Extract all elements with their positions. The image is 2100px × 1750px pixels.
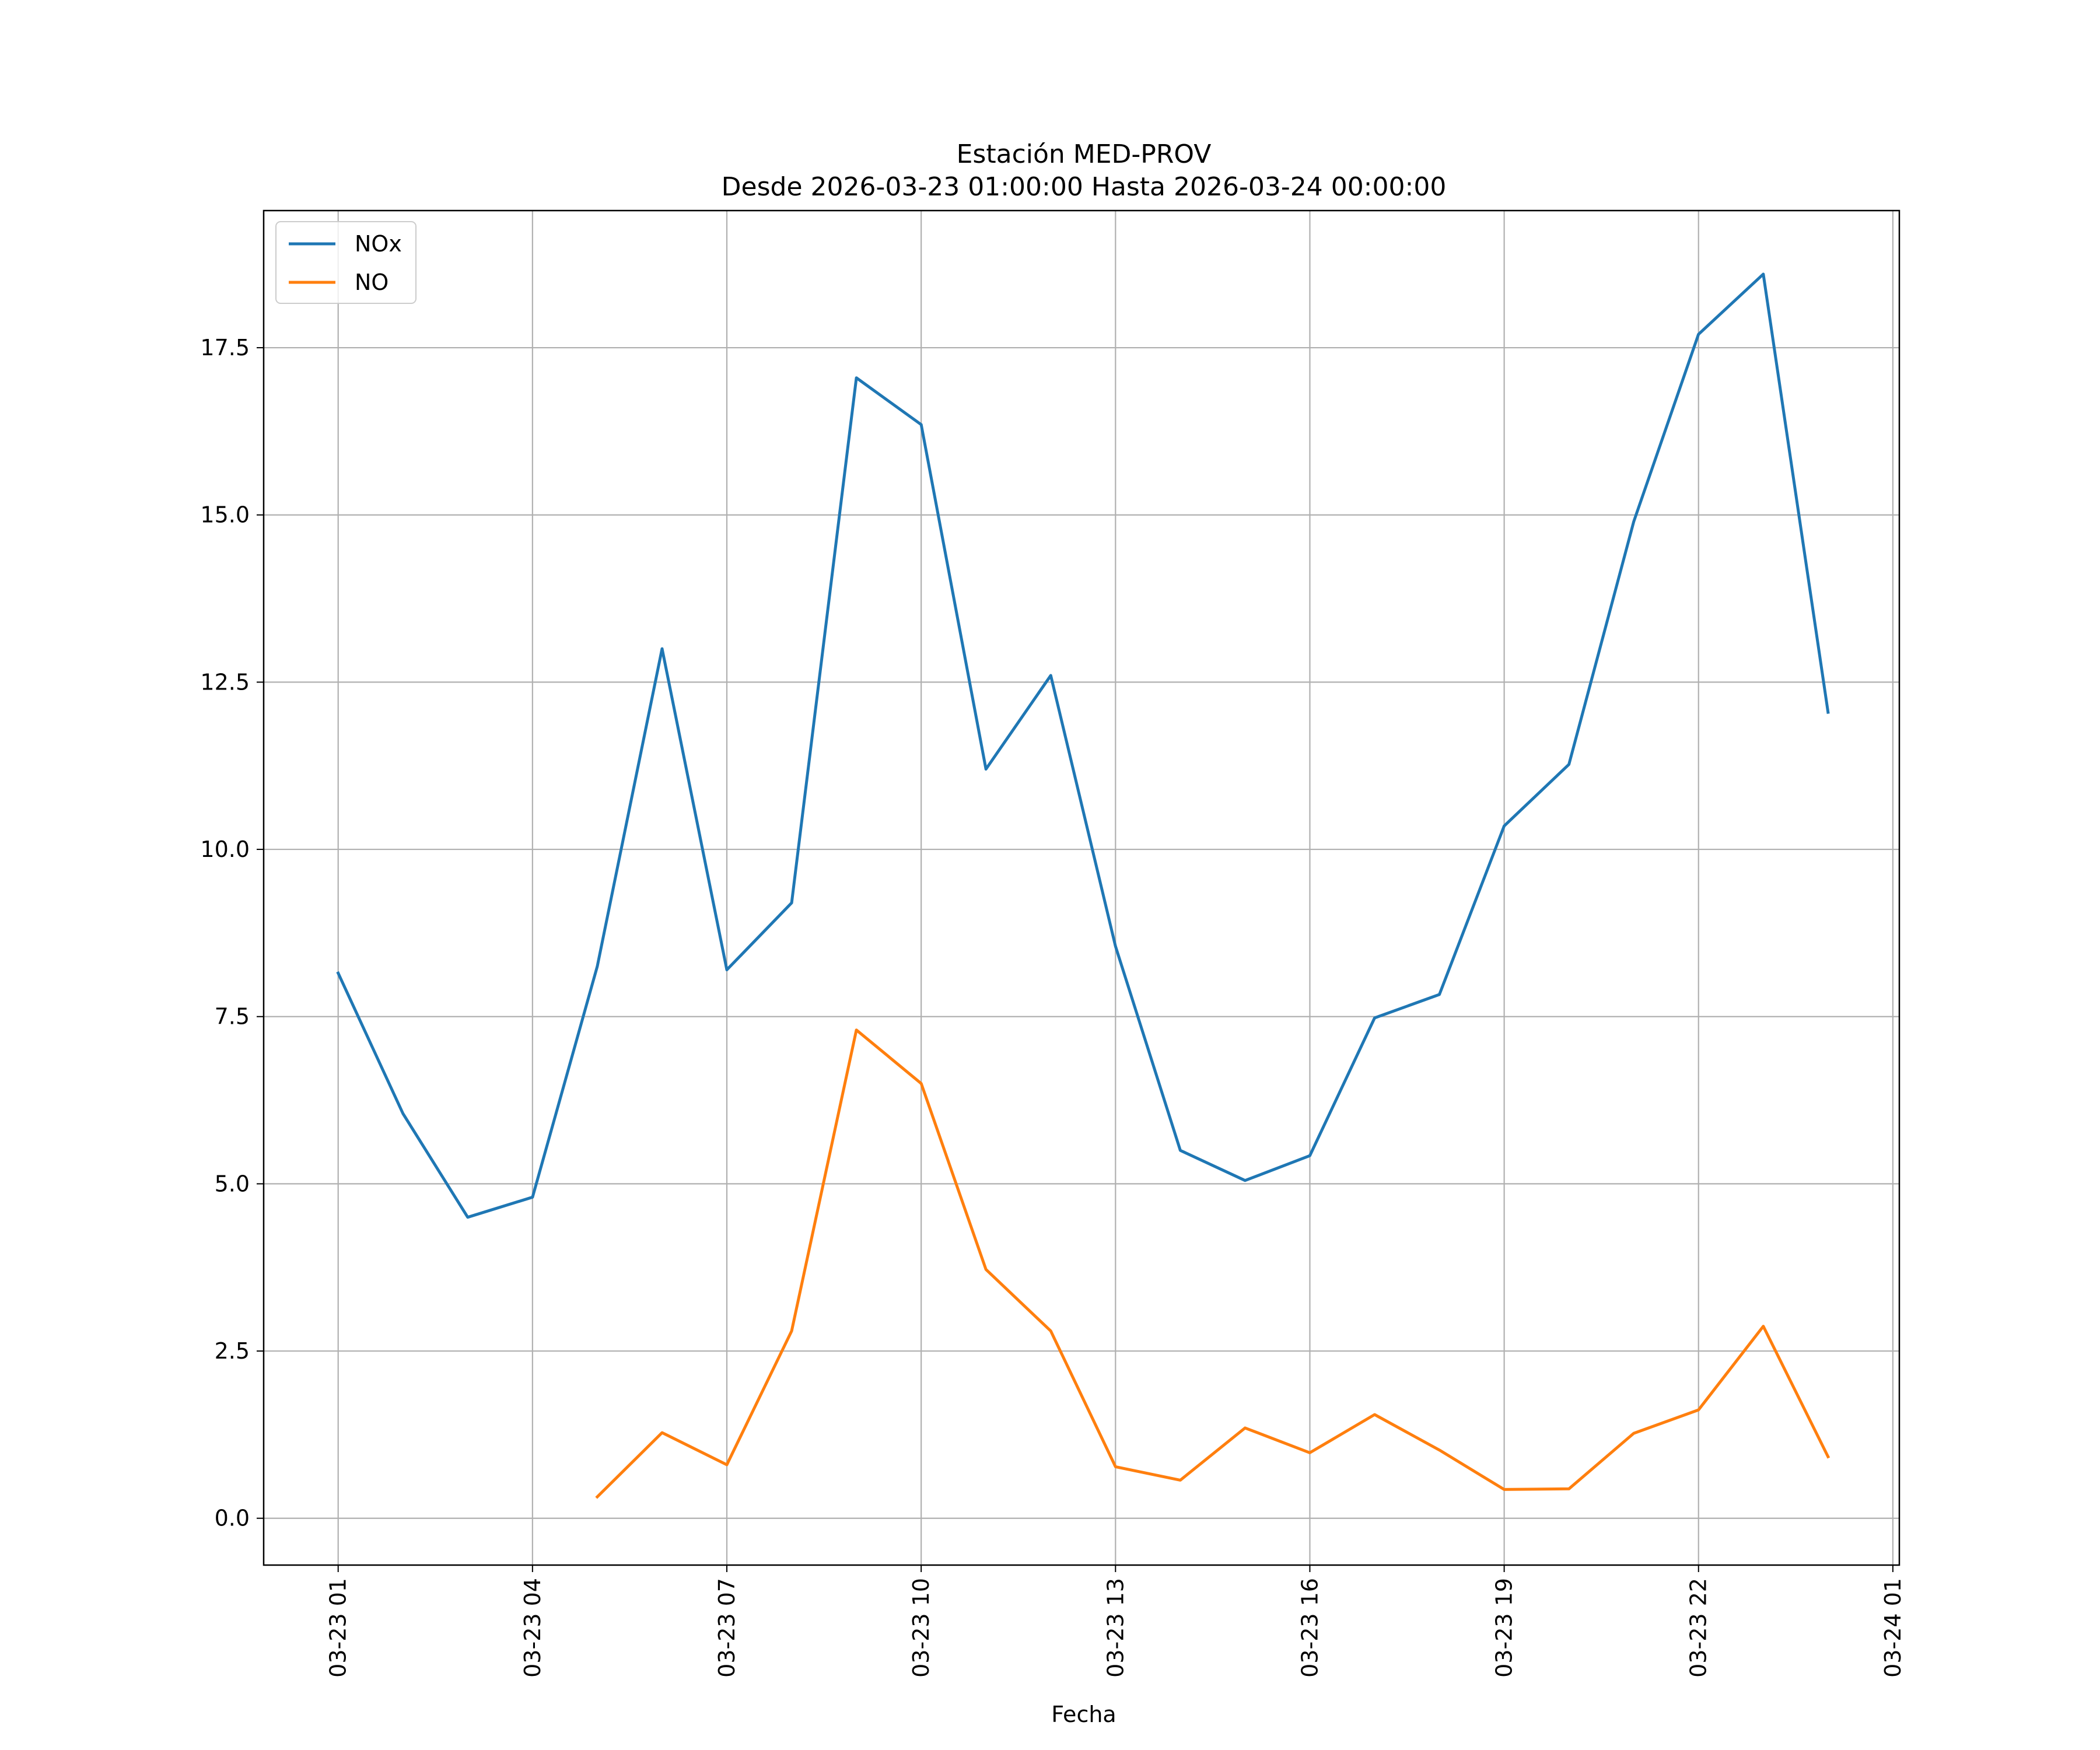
- x-tick-label: 03-24 01: [1880, 1578, 1906, 1678]
- x-axis-label: Fecha: [1051, 1702, 1116, 1727]
- series-line-no: [595, 1028, 1831, 1499]
- y-tick-label: 0.0: [215, 1506, 250, 1531]
- x-tick-label: 03-23 10: [908, 1578, 934, 1678]
- series-line-nox: [336, 272, 1830, 1219]
- y-tick-label: 10.0: [200, 836, 250, 862]
- x-tick-label: 03-23 07: [714, 1578, 740, 1678]
- x-tick-label: 03-23 13: [1102, 1578, 1128, 1678]
- x-tick-label: 03-23 19: [1492, 1578, 1517, 1678]
- y-tick-label: 12.5: [200, 669, 250, 695]
- plot-frame: [262, 209, 1901, 1566]
- grid: [264, 211, 1899, 1565]
- y-tick-label: 5.0: [215, 1171, 250, 1196]
- chart-subtitle: Desde 2026-03-23 01:00:00 Hasta 2026-03-…: [722, 172, 1447, 202]
- y-tick-label: 17.5: [200, 335, 250, 360]
- x-tick-label: 03-23 01: [326, 1578, 351, 1678]
- chart-title: Estación MED-PROV: [957, 139, 1212, 169]
- series-group: [336, 272, 1831, 1499]
- tick-group: 03-23 01 03-23 04 03-23 07 03-23 10 03-23 13…: [200, 335, 1906, 1678]
- y-tick-label: 15.0: [200, 502, 250, 528]
- y-tick-label: 2.5: [215, 1338, 250, 1364]
- y-tick-label: 7.5: [215, 1004, 250, 1030]
- legend: NOx NO: [275, 221, 416, 304]
- x-tick-label: 03-23 22: [1686, 1578, 1712, 1678]
- legend-label-nox: NOx: [355, 231, 402, 257]
- x-tick-label: 03-23 04: [520, 1578, 545, 1678]
- x-tick-label: 03-23 16: [1297, 1578, 1322, 1678]
- legend-label-no: NO: [355, 270, 388, 295]
